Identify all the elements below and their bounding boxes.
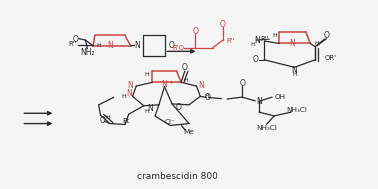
Text: OH: OH — [274, 94, 285, 100]
Text: H: H — [183, 78, 188, 83]
Text: H: H — [144, 109, 149, 114]
Text: NH₃Cl: NH₃Cl — [256, 125, 277, 131]
Text: Et: Et — [122, 118, 130, 124]
Text: O: O — [169, 41, 175, 50]
Text: N: N — [256, 97, 262, 106]
Text: O: O — [99, 116, 105, 125]
Text: O: O — [324, 31, 329, 40]
Text: N: N — [290, 39, 296, 48]
Text: R'O: R'O — [172, 45, 184, 51]
Text: crambescidin 800: crambescidin 800 — [137, 172, 218, 181]
Text: O: O — [239, 79, 245, 88]
Text: O: O — [182, 63, 188, 72]
Text: +: + — [169, 80, 174, 85]
Text: O: O — [73, 35, 79, 44]
Text: Me: Me — [184, 129, 194, 135]
Text: R'': R'' — [68, 41, 76, 46]
Text: O: O — [253, 55, 259, 64]
Text: O: O — [205, 93, 211, 102]
Text: R'': R'' — [260, 36, 269, 42]
Text: R'': R'' — [226, 38, 235, 44]
Text: H: H — [106, 115, 110, 120]
Text: H: H — [250, 42, 255, 47]
Text: Cl⁻: Cl⁻ — [165, 119, 176, 125]
Text: N: N — [254, 36, 260, 45]
Text: N: N — [198, 81, 204, 90]
Text: NH₃Cl: NH₃Cl — [286, 107, 307, 113]
Text: N: N — [127, 89, 132, 98]
Text: H: H — [292, 72, 297, 77]
Text: O: O — [220, 20, 226, 29]
Text: N: N — [148, 104, 153, 113]
Text: H: H — [273, 33, 277, 38]
Text: O: O — [192, 27, 198, 36]
Text: H: H — [144, 72, 149, 77]
Text: H: H — [205, 94, 209, 98]
Text: N: N — [107, 41, 113, 50]
Text: N: N — [127, 81, 133, 90]
Text: H: H — [96, 43, 101, 48]
Text: H: H — [122, 94, 127, 98]
Text: N: N — [135, 41, 140, 50]
Text: O: O — [176, 103, 182, 112]
Text: N: N — [291, 66, 297, 75]
Text: H: H — [314, 41, 319, 46]
Text: OR': OR' — [324, 55, 336, 61]
Text: NH₂: NH₂ — [80, 48, 94, 57]
Text: N: N — [161, 80, 167, 89]
